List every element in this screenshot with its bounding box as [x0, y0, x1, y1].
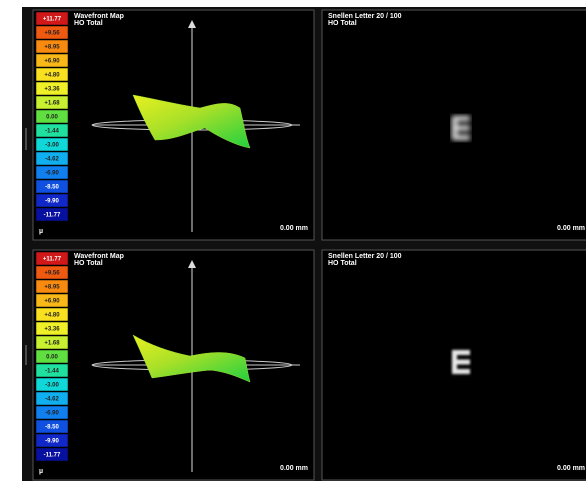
scale-label: 0.00 — [46, 115, 58, 121]
scale-label: +9.56 — [44, 271, 60, 277]
letter-stroke — [452, 116, 470, 121]
scale-label: 0.00 — [46, 355, 58, 361]
panel-title: Wavefront Map — [74, 253, 124, 260]
scale-label: -4.62 — [45, 157, 59, 163]
distance-label: 0.00 mm — [557, 465, 585, 472]
scale-label: +3.36 — [44, 327, 60, 333]
panel-subtitle: HO Total — [74, 20, 103, 27]
panel-title: Snellen Letter 20 / 100 — [328, 13, 402, 20]
letter-stroke — [452, 360, 470, 365]
letter-stroke — [452, 350, 470, 355]
scale-label: -9.90 — [45, 199, 59, 205]
panel-subtitle: HO Total — [328, 20, 357, 27]
letter-stroke — [452, 369, 470, 374]
scale-label: +3.36 — [44, 87, 60, 93]
scale-label: +8.95 — [44, 45, 60, 51]
snellen-letter — [452, 116, 470, 140]
scale-unit: µ — [39, 468, 43, 475]
letter-stroke — [452, 126, 470, 131]
panel-subtitle: HO Total — [328, 260, 357, 267]
scale-label: +11.77 — [43, 17, 62, 23]
scale-label: +4.80 — [44, 313, 60, 319]
scale-label: +8.95 — [44, 285, 60, 291]
scale-label: +1.68 — [44, 341, 60, 347]
letter-stroke — [452, 135, 470, 140]
distance-label: 0.00 mm — [280, 465, 308, 472]
scale-label: +6.90 — [44, 299, 60, 305]
snellen-letter — [452, 350, 470, 374]
distance-label: 0.00 mm — [280, 225, 308, 232]
screen: +11.77 +9.56 +8.95 +6.90 +4.80 +3.36 +1.68 0.00… — [0, 0, 586, 481]
scale-label: +11.77 — [43, 257, 62, 263]
panel-title: Wavefront Map — [74, 13, 124, 20]
scale-label: -4.62 — [45, 397, 59, 403]
panel-subtitle: HO Total — [74, 260, 103, 267]
panel-title: Snellen Letter 20 / 100 — [328, 253, 402, 260]
scale-label: -9.90 — [45, 439, 59, 445]
scale-label: -8.50 — [45, 425, 59, 431]
scale-label: -8.50 — [45, 185, 59, 191]
scale-label: -3.00 — [45, 143, 59, 149]
scale-label: +9.56 — [44, 31, 60, 37]
scale-label: +4.80 — [44, 73, 60, 79]
scale-label: -11.77 — [44, 213, 61, 219]
scale-label: +6.90 — [44, 59, 60, 65]
scale-label: +1.68 — [44, 101, 60, 107]
scale-label: -1.44 — [45, 129, 59, 135]
distance-label: 0.00 mm — [557, 225, 585, 232]
page: +11.77 +9.56 +8.95 +6.90 +4.80 +3.36 +1.68 0.00… — [0, 0, 586, 481]
scale-label: -11.77 — [44, 453, 61, 459]
scale-label: -6.90 — [45, 411, 59, 417]
scale-unit: µ — [39, 228, 43, 235]
scale-label: -6.90 — [45, 171, 59, 177]
scale-label: -1.44 — [45, 369, 59, 375]
scale-label: -3.00 — [45, 383, 59, 389]
